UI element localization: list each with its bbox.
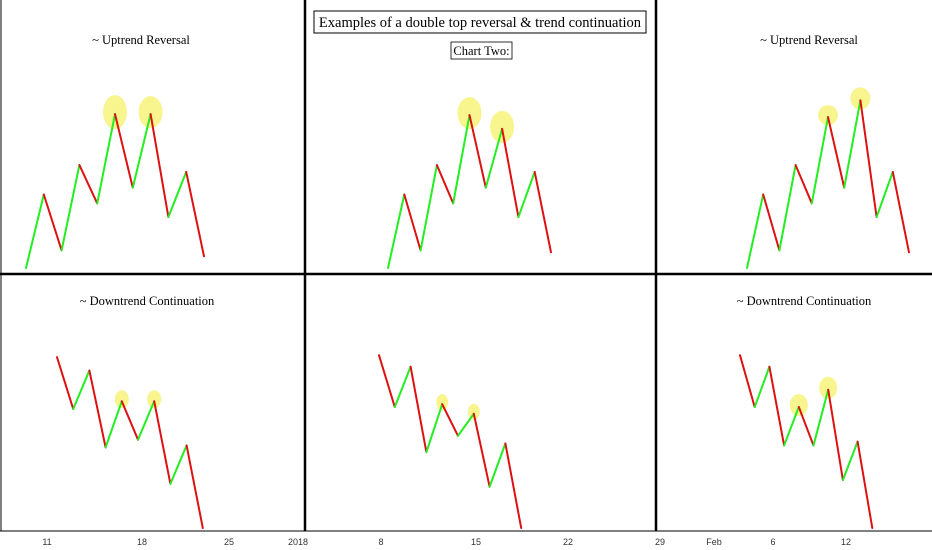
main-title-box [313,10,647,34]
down-segment [827,116,846,189]
down-segment [78,164,99,205]
down-segment [56,356,75,410]
x-tick-label: 2018 [288,537,308,547]
double-top-highlight [147,390,162,409]
down-segment [501,127,520,219]
up-segment [488,442,507,488]
double-top-highlight [457,97,482,130]
down-segment [859,99,878,219]
double-top-highlight [467,403,480,420]
up-segment [783,406,800,447]
down-segment [891,170,910,254]
down-segment [403,193,422,252]
double-top-highlight [850,87,871,110]
down-segment [472,412,491,488]
up-segment [169,444,188,485]
up-segment [137,400,156,441]
x-axis-ticks: 11 18 25 2018 8 15 22 29 Feb 6 12 [42,537,851,547]
down-segment [768,365,786,447]
down-segment [409,365,428,454]
down-segment [114,113,134,189]
x-tick-label: 12 [841,537,851,547]
up-segment [812,388,830,447]
up-segment [96,113,116,205]
double-top-highlight [114,390,129,409]
up-segment [419,164,438,252]
x-tick-label: 6 [770,537,775,547]
panel-title-top-right: ~ Uptrend Reversal [760,33,858,47]
down-segment [504,442,523,529]
down-segment [739,354,756,409]
double-top-highlight [789,394,808,417]
up-segment [517,170,536,219]
double-top-highlight [490,110,515,143]
down-segment [42,193,63,252]
up-segment [778,164,797,252]
up-segment [843,99,862,189]
up-segment [810,116,829,205]
x-tick-label: 11 [42,537,51,547]
x-tick-label: 25 [224,537,234,547]
line-layer [25,99,910,529]
up-segment [387,193,406,269]
up-segment [72,369,91,410]
double-top-highlight [103,95,127,130]
up-segment [452,114,471,205]
down-segment [88,369,107,449]
double-top-highlight [819,376,838,399]
down-segment [153,400,172,485]
down-segment [468,114,487,189]
down-segment [378,354,396,409]
x-tick-label: 22 [563,537,573,547]
down-segment [441,403,459,437]
down-segment [435,164,455,205]
double-top-highlight [818,105,838,126]
down-segment [149,113,170,219]
highlight-layer [103,87,871,420]
main-title: Examples of a double top reversal & tren… [319,15,642,31]
up-segment [875,170,894,219]
down-segment [794,164,813,205]
x-tick-label: 18 [137,537,147,547]
up-segment [104,400,123,449]
panel-title-top-left: ~ Uptrend Reversal [92,33,190,47]
double-top-highlight [436,394,449,411]
down-segment [185,170,205,258]
subtitle: Chart Two: [453,44,509,58]
down-segment [120,400,139,441]
up-segment [60,164,81,252]
up-segment [746,193,765,269]
up-segment [484,127,504,189]
down-segment [827,388,844,481]
up-segment [393,365,412,409]
up-segment [425,403,444,454]
x-tick-label: 29 [655,537,665,547]
up-segment [131,113,152,189]
panel-title-bottom-left: ~ Downtrend Continuation [80,294,215,308]
subtitle-box [450,41,513,60]
down-segment [856,440,874,529]
panel-title-bottom-right: ~ Downtrend Continuation [737,294,872,308]
x-tick-label: 15 [471,537,481,547]
up-segment [753,365,771,409]
double-top-highlight [138,96,163,129]
down-segment [797,406,815,447]
down-segment [762,193,781,252]
down-segment [533,170,552,254]
up-segment [841,440,859,481]
up-segment [167,170,188,219]
x-tick-label: Feb [706,537,722,547]
up-segment [457,412,475,437]
x-tick-label: 8 [378,537,383,547]
up-segment [25,193,45,269]
down-segment [185,444,204,529]
